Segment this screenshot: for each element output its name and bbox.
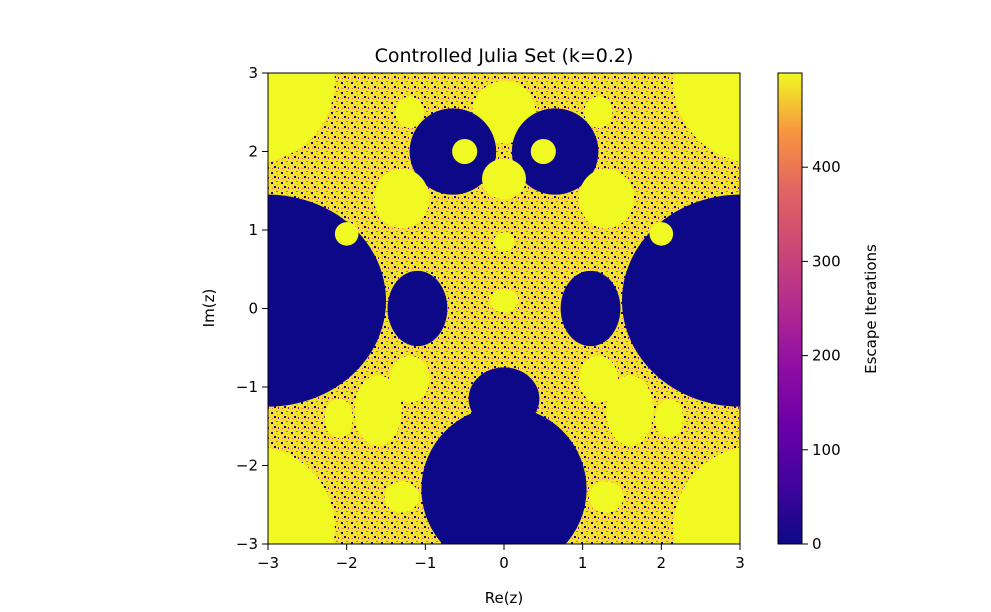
colorbar-tick-label: 300 [812, 252, 841, 270]
x-tick-label: −3 [257, 554, 279, 572]
heatmap-region [389, 355, 430, 403]
heatmap-region [530, 138, 556, 165]
y-tick-label: −1 [236, 378, 258, 396]
heatmap-region [489, 288, 519, 313]
heatmap-image [268, 73, 740, 544]
heatmap-region [387, 270, 448, 347]
heatmap-region [452, 138, 478, 165]
x-axis-label: Re(z) [485, 589, 524, 607]
colorbar-tick-label: 400 [812, 158, 841, 176]
heatmap-region [655, 398, 684, 439]
y-axis-label: Im(z) [200, 289, 218, 328]
heatmap-region [588, 481, 624, 513]
heatmap-region [324, 398, 353, 439]
heatmap-region [649, 222, 674, 246]
x-tick-label: 0 [499, 554, 509, 572]
heatmap-region [334, 222, 359, 246]
x-tick-label: 1 [578, 554, 588, 572]
y-tick-label: 0 [248, 300, 258, 318]
x-tick-label: 3 [735, 554, 745, 572]
heatmap-region [384, 481, 420, 513]
chart-title: Controlled Julia Set (k=0.2) [375, 45, 634, 67]
heatmap-region [481, 158, 527, 200]
heatmap-region [578, 168, 634, 229]
heatmap-region [584, 96, 613, 128]
y-tick-label: −2 [236, 457, 258, 475]
heatmap-region [268, 194, 386, 407]
heatmap-region [468, 367, 540, 431]
y-tick-label: 2 [248, 143, 258, 161]
colorbar-tick-label: 100 [812, 441, 841, 459]
colorbar-tick-label: 200 [812, 347, 841, 365]
x-axis: −3 −2 −1 0 1 2 3 [257, 544, 745, 572]
heatmap-region [493, 232, 515, 252]
heatmap-region [673, 73, 740, 162]
heatmap-region [560, 270, 621, 347]
heatmap-region [622, 194, 740, 407]
colorbar-tick-label: 0 [812, 535, 822, 553]
x-tick-label: 2 [657, 554, 667, 572]
heatmap-region [395, 96, 424, 128]
heatmap-region [606, 375, 654, 446]
heatmap-region [673, 447, 740, 544]
y-tick-label: −3 [236, 535, 258, 553]
heatmap-region [421, 406, 587, 544]
x-tick-label: −1 [414, 554, 436, 572]
colorbar-label: Escape Iterations [862, 244, 880, 374]
colorbar-axis: 0 100 200 300 400 [802, 158, 841, 553]
heatmap-region [268, 73, 335, 162]
y-axis: −3 −2 −1 0 1 2 3 [236, 64, 268, 553]
y-tick-label: 3 [248, 64, 258, 82]
heatmap-region [374, 168, 430, 229]
heatmap-region [268, 447, 335, 544]
heatmap-region [354, 375, 402, 446]
x-tick-label: −2 [336, 554, 358, 572]
y-tick-label: 1 [248, 221, 258, 239]
heatmap-region [578, 355, 619, 403]
colorbar [777, 72, 803, 545]
